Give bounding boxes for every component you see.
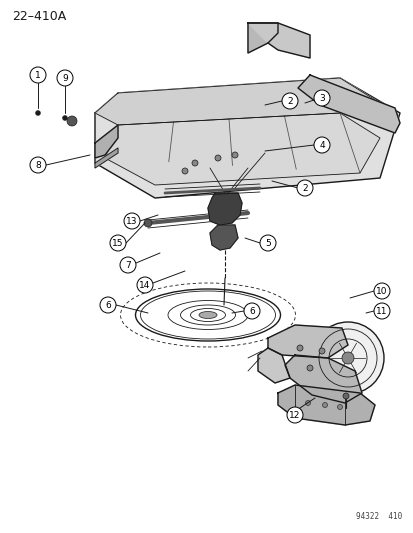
Polygon shape: [297, 75, 399, 133]
Text: 94322  410: 94322 410: [355, 512, 401, 521]
Text: 9: 9: [62, 74, 68, 83]
Circle shape: [373, 283, 389, 299]
Text: 5: 5: [264, 238, 270, 247]
Circle shape: [100, 297, 116, 313]
Text: 15: 15: [112, 238, 123, 247]
Polygon shape: [209, 225, 237, 250]
Polygon shape: [247, 23, 277, 53]
Text: 12: 12: [289, 410, 300, 419]
Text: 22–410A: 22–410A: [12, 10, 66, 23]
Text: 2: 2: [287, 96, 292, 106]
Circle shape: [137, 277, 153, 293]
Circle shape: [337, 405, 342, 409]
Text: 8: 8: [35, 160, 41, 169]
Ellipse shape: [311, 322, 383, 394]
Polygon shape: [105, 113, 379, 185]
Circle shape: [373, 303, 389, 319]
Circle shape: [306, 365, 312, 371]
Circle shape: [36, 110, 40, 116]
Text: 2: 2: [301, 183, 307, 192]
Circle shape: [296, 180, 312, 196]
Circle shape: [231, 152, 237, 158]
Polygon shape: [247, 23, 309, 58]
Ellipse shape: [341, 352, 353, 364]
Text: 3: 3: [318, 93, 324, 102]
Text: 14: 14: [139, 280, 150, 289]
Text: 4: 4: [318, 141, 324, 149]
Text: 6: 6: [249, 306, 254, 316]
Circle shape: [318, 348, 324, 354]
Polygon shape: [95, 125, 118, 158]
Circle shape: [281, 93, 297, 109]
Circle shape: [259, 235, 275, 251]
Circle shape: [30, 157, 46, 173]
Polygon shape: [277, 385, 374, 425]
Polygon shape: [95, 78, 379, 125]
Circle shape: [124, 213, 140, 229]
Circle shape: [62, 116, 67, 120]
Polygon shape: [257, 348, 289, 383]
Polygon shape: [95, 78, 399, 198]
Ellipse shape: [199, 311, 216, 319]
Circle shape: [120, 257, 136, 273]
Circle shape: [296, 345, 302, 351]
Circle shape: [305, 400, 310, 406]
Text: 6: 6: [105, 301, 111, 310]
Circle shape: [57, 70, 73, 86]
Circle shape: [67, 116, 77, 126]
Circle shape: [313, 137, 329, 153]
Text: 1: 1: [35, 70, 41, 79]
Circle shape: [144, 219, 152, 227]
Text: 7: 7: [125, 261, 131, 270]
Circle shape: [30, 67, 46, 83]
Text: 10: 10: [375, 287, 387, 295]
Circle shape: [192, 160, 197, 166]
Circle shape: [313, 90, 329, 106]
Polygon shape: [267, 325, 347, 358]
Circle shape: [182, 168, 188, 174]
Circle shape: [286, 407, 302, 423]
Circle shape: [322, 402, 327, 408]
Polygon shape: [207, 193, 242, 225]
Circle shape: [342, 393, 348, 399]
Circle shape: [243, 303, 259, 319]
Text: 11: 11: [375, 306, 387, 316]
Polygon shape: [284, 355, 361, 403]
Circle shape: [214, 155, 221, 161]
Circle shape: [110, 235, 126, 251]
Polygon shape: [95, 148, 118, 168]
Text: 13: 13: [126, 216, 138, 225]
